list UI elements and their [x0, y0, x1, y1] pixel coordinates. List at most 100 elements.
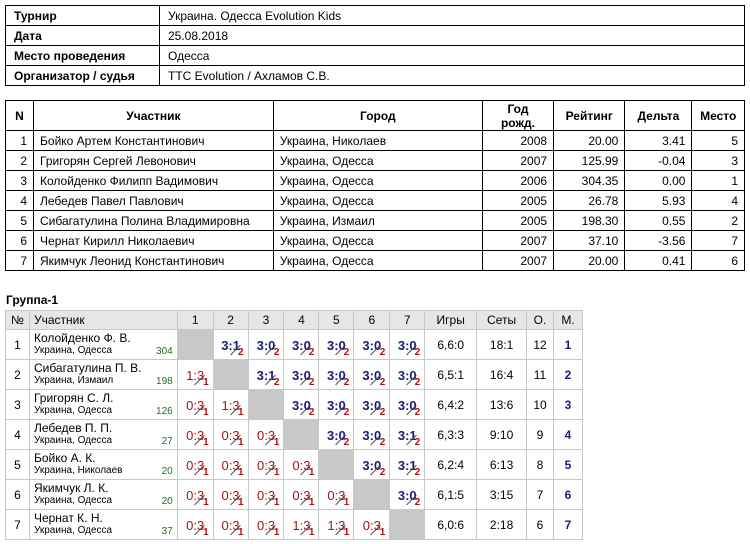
player-rating: 126 — [156, 406, 173, 417]
participants-header: Дельта — [624, 100, 693, 131]
match-score-cell: 0:3 1 — [212, 419, 249, 450]
match-points: 1 — [238, 527, 244, 538]
participant-cell: Украина, Одесса — [272, 150, 483, 171]
participant-row: 6 Чернат Кирилл Николаевич Украина, Одесса… — [4, 230, 745, 251]
participant-cell: Украина, Измаил — [272, 210, 483, 231]
participant-cell: 3.41 — [624, 130, 693, 151]
match-points: 2 — [308, 407, 315, 418]
match-points: 2 — [414, 437, 421, 448]
match-score-cell: 0:3 1 — [353, 509, 391, 540]
match-points: 1 — [203, 407, 209, 418]
match-points: 2 — [379, 407, 386, 418]
group-row: 1 Колойденко Ф. В. Украина, Одесса 304 3:1 2 3… — [5, 329, 584, 360]
match-score-cell: 1:3 1 — [283, 509, 320, 540]
group-header: № — [5, 310, 30, 330]
games-cell: 6,0:6 — [424, 509, 478, 540]
games-cell: 6,5:1 — [424, 359, 478, 390]
participant-cell: 2007 — [481, 150, 555, 171]
self-match-cell — [176, 329, 214, 360]
games-cell: 6,6:0 — [424, 329, 478, 360]
match-points: 1 — [203, 527, 209, 538]
info-row: Организатор / судья TTC Evolution / Ахлам… — [5, 65, 745, 86]
participant-cell: 7 — [691, 230, 745, 251]
participant-cell: 2007 — [481, 250, 555, 271]
row-number: 5 — [5, 449, 30, 480]
match-score-cell: 1:3 1 — [176, 359, 214, 390]
match-score-cell: 3:0 2 — [247, 329, 285, 360]
participant-cell: 2006 — [481, 170, 555, 191]
player-cell: Григорян С. Л. Украина, Одесса 126 — [28, 389, 178, 420]
match-points: 2 — [273, 347, 280, 358]
match-points: 1 — [343, 527, 350, 538]
participants-table: N Участник Город Год рожд. Рейтинг Дельта Мест… — [4, 100, 745, 271]
match-points: 1 — [238, 407, 244, 418]
player-name: Колойденко Ф. В. — [33, 331, 131, 345]
info-value: TTC Evolution / Ахламов С.В. — [159, 65, 745, 86]
match-score-cell: 0:3 1 — [212, 479, 249, 510]
info-key: Место проведения — [5, 45, 160, 66]
participant-cell: 3 — [4, 170, 35, 191]
match-score-cell: 3:0 2 — [389, 479, 426, 510]
participant-cell: Украина, Одесса — [272, 230, 483, 251]
match-points: 2 — [414, 497, 421, 508]
place-cell: 2 — [552, 359, 584, 390]
participant-cell: 0.41 — [624, 250, 693, 271]
match-score-cell: 0:3 1 — [212, 449, 249, 480]
games-cell: 6,1:5 — [424, 479, 478, 510]
player-cell: Лебедев П. П. Украина, Одесса 27 — [28, 419, 178, 450]
participant-cell: 2 — [4, 150, 35, 171]
group-row: 3 Григорян С. Л. Украина, Одесса 126 0:3 1 1:3… — [5, 389, 584, 420]
match-points: 1 — [238, 437, 244, 448]
participant-cell: 5 — [4, 210, 35, 231]
match-points: 2 — [308, 377, 315, 388]
match-points: 2 — [343, 437, 350, 448]
player-name: Сибагатулина П. В. — [33, 361, 142, 375]
info-value: Украина. Одесса Evolution Kids — [159, 5, 745, 26]
match-score-cell: 0:3 1 — [212, 509, 249, 540]
points-cell: 10 — [526, 389, 554, 420]
match-points: 1 — [273, 497, 280, 508]
match-score-cell: 0:3 1 — [176, 509, 214, 540]
place-cell: 7 — [552, 509, 584, 540]
match-points: 1 — [238, 497, 244, 508]
self-match-cell — [389, 509, 426, 540]
info-key: Дата — [5, 25, 160, 46]
points-cell: 9 — [526, 419, 554, 450]
match-score-cell: 3:0 2 — [353, 449, 391, 480]
group-header: М. — [552, 310, 584, 330]
self-match-cell — [212, 359, 249, 390]
points-cell: 8 — [526, 449, 554, 480]
group-row: 6 Якимчук Л. К. Украина, Одесса 20 0:3 1 0:3 1 0… — [5, 479, 584, 510]
group-row: 7 Чернат К. Н. Украина, Одесса 37 0:3 1 0:3 1 0:… — [5, 509, 584, 540]
points-cell: 11 — [526, 359, 554, 390]
match-score-cell: 0:3 1 — [176, 389, 214, 420]
participant-cell: 2005 — [481, 190, 555, 211]
info-value: 25.08.2018 — [159, 25, 745, 46]
group-header: Сеты — [476, 310, 528, 330]
match-score-cell: 3:0 2 — [389, 329, 426, 360]
participant-cell: 125.99 — [553, 150, 626, 171]
match-score-cell: 3:0 2 — [353, 329, 391, 360]
player-rating: 304 — [156, 346, 173, 357]
player-city: Украина, Николаев — [33, 465, 123, 476]
participant-cell: 2008 — [481, 130, 555, 151]
participant-cell: Чернат Кирилл Николаевич — [33, 230, 274, 251]
match-score-cell: 3:1 2 — [389, 419, 426, 450]
info-key: Организатор / судья — [5, 65, 160, 86]
self-match-cell — [283, 419, 320, 450]
player-rating: 37 — [161, 526, 173, 537]
player-city: Украина, Одесса — [33, 345, 113, 356]
participant-cell: 1 — [691, 170, 745, 191]
self-match-cell — [353, 479, 391, 510]
points-cell: 7 — [526, 479, 554, 510]
participant-cell: 37.10 — [553, 230, 626, 251]
match-score-cell: 0:3 1 — [247, 479, 285, 510]
player-cell: Чернат К. Н. Украина, Одесса 37 — [28, 509, 178, 540]
participant-cell: 6 — [4, 230, 35, 251]
group-row: 2 Сибагатулина П. В. Украина, Измаил 198 1:3… — [5, 359, 584, 390]
match-score-cell: 3:0 2 — [283, 389, 320, 420]
match-points: 2 — [379, 377, 386, 388]
participant-cell: 198.30 — [553, 210, 626, 231]
match-points: 1 — [273, 467, 280, 478]
participant-cell: Сибагатулина Полина Владимировна — [33, 210, 274, 231]
